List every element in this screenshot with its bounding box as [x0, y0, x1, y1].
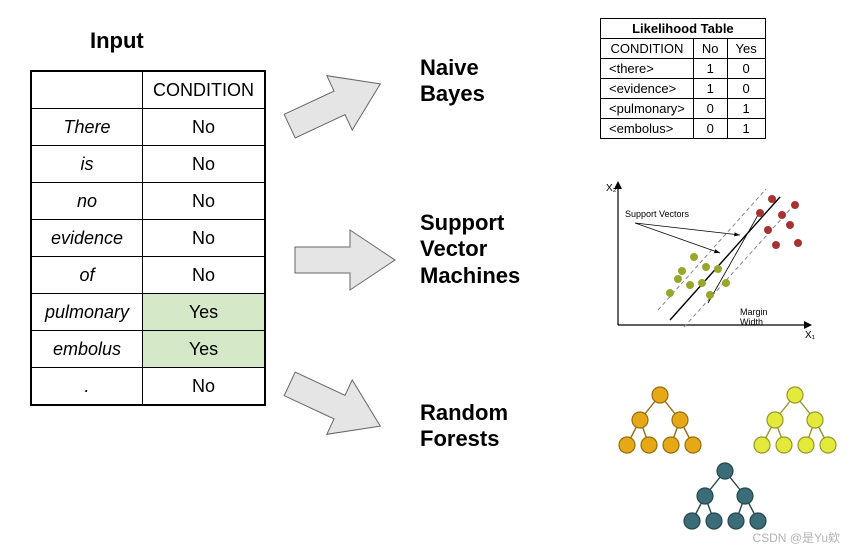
svg-text:Width: Width	[740, 317, 763, 327]
table-row: <embolus>01	[601, 119, 766, 139]
word-cell: evidence	[31, 220, 143, 257]
like-cell: <embolus>	[601, 119, 694, 139]
label-random-forests: RandomForests	[420, 400, 508, 453]
likelihood-col-0: CONDITION	[601, 39, 694, 59]
label-svm: SupportVectorMachines	[420, 210, 520, 289]
svg-text:Margin: Margin	[740, 307, 768, 317]
like-cell: <there>	[601, 59, 694, 79]
table-row: .No	[31, 368, 265, 406]
like-cell: 0	[727, 79, 765, 99]
cond-cell: No	[143, 368, 266, 406]
word-cell: pulmonary	[31, 294, 143, 331]
arrow-icon	[290, 225, 400, 295]
cond-cell: Yes	[143, 294, 266, 331]
likelihood-col-1: No	[693, 39, 727, 59]
cond-cell: Yes	[143, 331, 266, 368]
table-row: <pulmonary>01	[601, 99, 766, 119]
like-cell: 0	[693, 119, 727, 139]
input-table: CONDITION ThereNoisNonoNoevidenceNoofNop…	[30, 70, 266, 406]
word-cell: of	[31, 257, 143, 294]
svm-plot: X₂ X₁ MarginWidth Support Vectors	[590, 175, 820, 345]
table-row: <there>10	[601, 59, 766, 79]
random-forest-trees	[575, 375, 845, 535]
likelihood-caption: Likelihood Table	[601, 19, 766, 39]
cond-cell: No	[143, 257, 266, 294]
arrow-icon	[270, 50, 399, 160]
like-cell: 0	[727, 59, 765, 79]
table-row: isNo	[31, 146, 265, 183]
input-col-cond: CONDITION	[143, 71, 266, 109]
like-cell: 0	[693, 99, 727, 119]
like-cell: 1	[693, 59, 727, 79]
like-cell: 1	[727, 99, 765, 119]
likelihood-col-2: Yes	[727, 39, 765, 59]
cond-cell: No	[143, 220, 266, 257]
word-cell: There	[31, 109, 143, 146]
table-row: noNo	[31, 183, 265, 220]
label-naive-bayes: NaiveBayes	[420, 55, 485, 108]
word-cell: .	[31, 368, 143, 406]
watermark: CSDN @是Yu欸	[752, 529, 840, 546]
input-title: Input	[90, 28, 144, 54]
like-cell: 1	[693, 79, 727, 99]
cond-cell: No	[143, 109, 266, 146]
table-row: ThereNo	[31, 109, 265, 146]
table-row: pulmonaryYes	[31, 294, 265, 331]
table-row: ofNo	[31, 257, 265, 294]
table-row: embolusYes	[31, 331, 265, 368]
svg-text:X₁: X₁	[805, 330, 816, 341]
table-row: evidenceNo	[31, 220, 265, 257]
svg-text:Support Vectors: Support Vectors	[625, 209, 690, 219]
like-cell: <evidence>	[601, 79, 694, 99]
word-cell: is	[31, 146, 143, 183]
word-cell: embolus	[31, 331, 143, 368]
word-cell: no	[31, 183, 143, 220]
arrow-icon	[270, 350, 399, 460]
svg-text:X₂: X₂	[606, 183, 617, 194]
cond-cell: No	[143, 146, 266, 183]
like-cell: <pulmonary>	[601, 99, 694, 119]
likelihood-table: Likelihood Table CONDITION No Yes <there…	[600, 18, 766, 139]
input-col-word	[31, 71, 143, 109]
like-cell: 1	[727, 119, 765, 139]
cond-cell: No	[143, 183, 266, 220]
table-row: <evidence>10	[601, 79, 766, 99]
